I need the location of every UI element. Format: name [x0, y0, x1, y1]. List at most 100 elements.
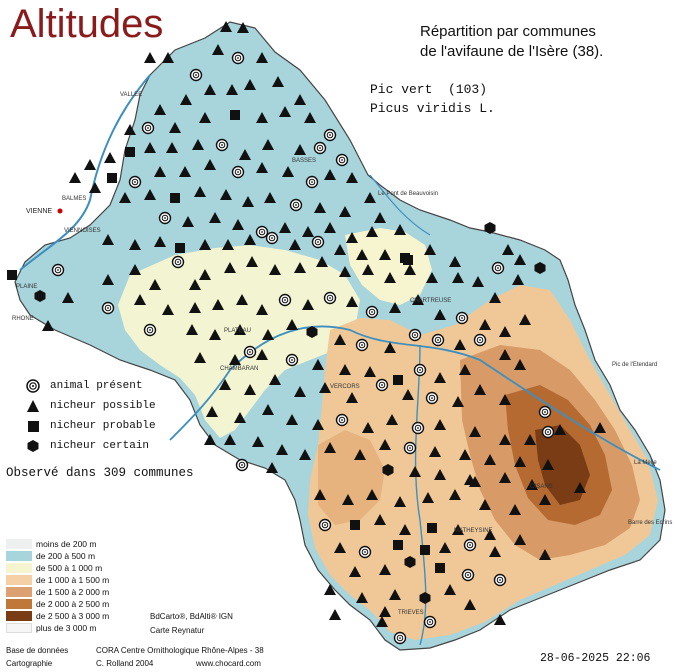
marker-nicheur-possible: [239, 149, 251, 160]
marker-nicheur-possible: [286, 414, 298, 425]
marker-animal-present: [101, 301, 115, 315]
marker-nicheur-possible: [234, 324, 246, 335]
marker-nicheur-possible: [394, 496, 406, 507]
altitude-swatch: [6, 539, 32, 549]
marker-nicheur-possible: [479, 499, 491, 510]
marker-animal-present: [289, 198, 303, 212]
marker-nicheur-probable: [393, 375, 403, 385]
marker-nicheur-possible: [256, 304, 268, 315]
river-isere: [169, 325, 661, 471]
heading-line1: Répartition par communes: [420, 23, 596, 40]
marker-animal-present: [425, 391, 439, 405]
marker-nicheur-possible: [209, 212, 221, 223]
marker-nicheur-possible: [236, 294, 248, 305]
marker-nicheur-possible: [489, 546, 501, 557]
marker-nicheur-possible: [324, 584, 336, 595]
marker-nicheur-certain: [484, 222, 496, 234]
marker-nicheur-possible: [452, 524, 464, 535]
altitude-label: moins de 200 m: [36, 539, 97, 549]
marker-nicheur-possible: [334, 334, 346, 345]
marker-animal-present: [473, 333, 487, 347]
marker-animal-present: [323, 128, 337, 142]
marker-nicheur-possible: [384, 342, 396, 353]
marker-nicheur-possible: [479, 319, 491, 330]
marker-nicheur-possible: [434, 372, 446, 383]
marker-nicheur-possible: [424, 244, 436, 255]
marker-nicheur-possible: [194, 186, 206, 197]
render-date: 28-06-2025 22:06: [540, 652, 651, 665]
marker-nicheur-certain: [306, 326, 318, 338]
marker-animal-present: [403, 441, 417, 455]
marker-animal-present: [365, 305, 379, 319]
marker-nicheur-possible: [349, 566, 361, 577]
marker-nicheur-possible: [119, 192, 131, 203]
marker-nicheur-possible: [180, 94, 192, 105]
marker-nicheur-possible: [302, 299, 314, 310]
legend-item-probable: nicheur probable: [24, 416, 156, 436]
marker-nicheur-probable: [107, 173, 117, 183]
marker-nicheur-possible: [219, 379, 231, 390]
observation-markers: [7, 21, 606, 645]
marker-nicheur-possible: [364, 192, 376, 203]
marker-nicheur-possible: [149, 279, 161, 290]
marker-nicheur-possible: [299, 449, 311, 460]
marker-nicheur-possible: [474, 384, 486, 395]
marker-nicheur-possible: [209, 329, 221, 340]
river-drac: [414, 344, 427, 646]
altitude-row: de 1 000 à 1 500 m: [6, 574, 109, 586]
marker-nicheur-certain: [34, 290, 46, 302]
marker-nicheur-possible: [334, 542, 346, 553]
marker-nicheur-possible: [234, 412, 246, 423]
altitude-swatch: [6, 551, 32, 561]
marker-nicheur-possible: [69, 172, 81, 183]
marker-nicheur-possible: [339, 364, 351, 375]
altitude-swatch: [6, 587, 32, 597]
marker-nicheur-possible: [169, 122, 181, 133]
marker-animal-present: [491, 261, 505, 275]
marker-nicheur-possible: [319, 382, 331, 393]
marker-nicheur-possible: [316, 256, 328, 267]
legend-item-possible: nicheur possible: [24, 396, 156, 416]
marker-nicheur-possible: [364, 366, 376, 377]
place-chartreuse: CHARTREUSE: [410, 298, 452, 304]
place-chambaran: CHAMBARAN: [220, 366, 259, 372]
marker-nicheur-possible: [212, 299, 224, 310]
credit-bdcarto: BdCarto®, BdAlti® IGN: [150, 612, 233, 621]
marker-nicheur-possible: [512, 274, 524, 285]
marker-nicheur-possible: [324, 169, 336, 180]
marker-nicheur-possible: [526, 479, 538, 490]
place-vercors: VERCORS: [330, 384, 360, 390]
marker-animal-present: [285, 353, 299, 367]
altitude-swatch: [6, 575, 32, 585]
marker-nicheur-possible: [244, 234, 256, 245]
place-rhone: RHONE: [12, 316, 34, 322]
place-matheysine: MATHEYSINE: [454, 528, 493, 534]
marker-nicheur-possible: [449, 489, 461, 500]
marker-nicheur-probable: [420, 545, 430, 555]
altitude-label: de 1 500 à 2 000 m: [36, 587, 110, 597]
place-trieves: TRIEVES: [398, 610, 424, 616]
square-icon: [24, 418, 42, 434]
marker-animal-present: [431, 333, 445, 347]
marker-animal-present: [311, 235, 325, 249]
marker-nicheur-possible: [362, 264, 374, 275]
marker-nicheur-possible: [366, 489, 378, 500]
map-heading: Répartition par communes de l'avifaune d…: [420, 22, 603, 62]
marker-nicheur-probable: [403, 255, 413, 265]
marker-nicheur-possible: [346, 296, 358, 307]
marker-nicheur-possible: [89, 182, 101, 193]
marker-nicheur-possible: [489, 292, 501, 303]
marker-nicheur-possible: [312, 419, 324, 430]
marker-nicheur-possible: [42, 320, 54, 331]
marker-nicheur-possible: [266, 462, 278, 473]
altitude-swatch: [6, 599, 32, 609]
marker-nicheur-possible: [374, 514, 386, 525]
marker-nicheur-possible: [499, 434, 511, 445]
altitude-swatch: [6, 563, 32, 573]
species-block: Pic vert (103) Picus viridis L.: [370, 80, 495, 118]
credit-carto-value: C. Rolland 2004: [96, 659, 154, 668]
marker-nicheur-possible: [334, 244, 346, 255]
marker-nicheur-possible: [206, 406, 218, 417]
marker-animal-present: [305, 175, 319, 189]
species-common-name: Pic vert (103): [370, 82, 488, 97]
